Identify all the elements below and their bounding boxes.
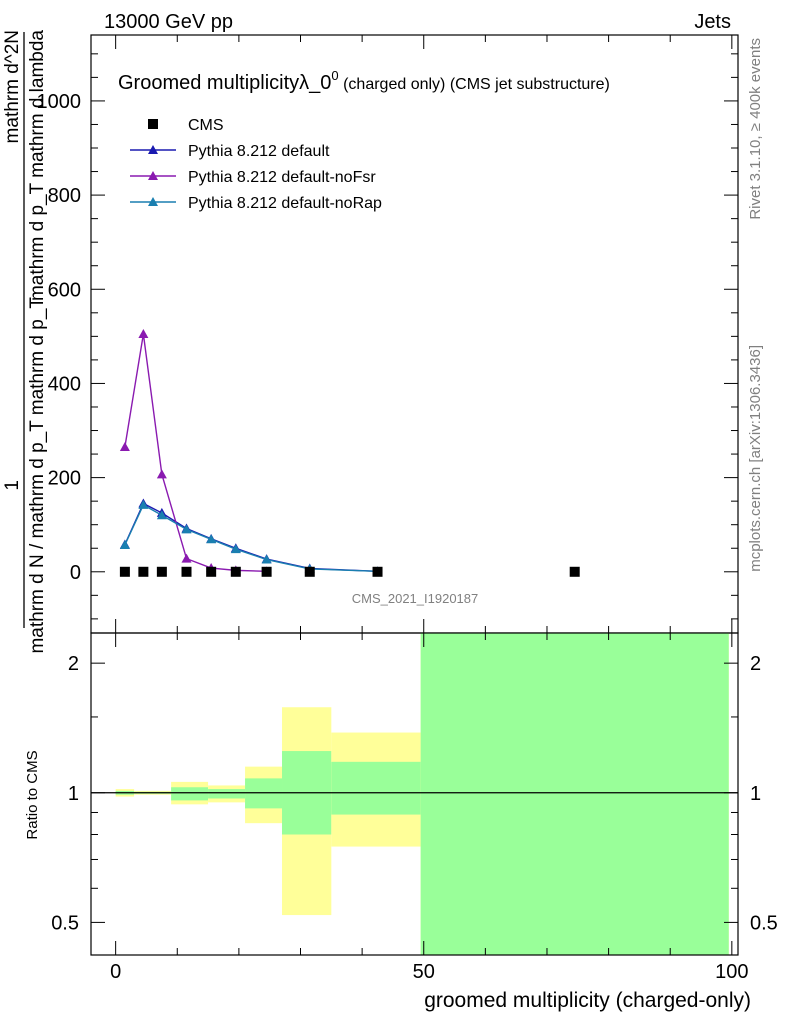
data-point-noRap (119, 539, 130, 549)
y-tick-label: 200 (48, 468, 81, 490)
ratio-y-tick-label-right: 1 (750, 783, 761, 805)
y-tick-label: 1000 (37, 91, 82, 113)
ratio-panel: 0.5 0.5 1 1 2 2 0 50 100 Ratio to CMS groomed mu… (24, 632, 778, 1012)
mcplots-label: mcplots.cern.ch [arXiv:1306.3436] (747, 345, 764, 572)
main-title-tail: (charged only) (CMS jet substructure) (339, 76, 610, 93)
data-point-noFsr (119, 442, 130, 452)
data-point-cms (206, 566, 217, 577)
main-panel: 0 200 400 600 800 1000 Groomed multiplicityλ_… (2, 30, 739, 654)
x-tick-label: 0 (110, 961, 121, 983)
ylabel-line-4: mathrm d N / mathrm d p_T mathrm d p_T (27, 297, 48, 654)
data-point-noRap (206, 534, 217, 544)
x-axis-label: groomed multiplicity (charged-only) (424, 989, 751, 1012)
series-default (119, 498, 383, 576)
ratio-y-tick-label: 0.5 (51, 912, 79, 934)
header-right-label: Jets (694, 11, 731, 33)
data-point-noRap (181, 524, 192, 534)
legend-label: Pythia 8.212 default-noRap (188, 195, 382, 212)
data-point-noRap (230, 544, 241, 554)
data-point-noRap (156, 510, 167, 520)
legend-marker (148, 197, 158, 206)
ratio-frame (90, 632, 739, 956)
ratio-ylabel: Ratio to CMS (24, 750, 41, 839)
series-noFsr (119, 329, 272, 576)
ylabel-line-2: mathrm d p_T mathrm d lambda (27, 30, 48, 301)
x-tick-label: 50 (413, 961, 435, 983)
ratio-mc-band (171, 787, 209, 801)
main-ylabel: mathrm d^2N mathrm d p_T mathrm d lambda… (2, 30, 48, 654)
data-point-cms (569, 566, 580, 577)
y-tick-label: 0 (70, 562, 81, 584)
main-title: Groomed multiplicityλ_00 (charged only) … (118, 68, 610, 94)
data-point-noFsr (181, 553, 192, 563)
series-line-noFsr (124, 333, 267, 573)
data-point-cms (138, 566, 149, 577)
data-point-noFsr (156, 469, 167, 479)
legend: CMS Pythia 8.212 default Pythia 8.212 defa… (130, 117, 382, 212)
y-tick-label: 400 (48, 373, 81, 395)
data-point-cms (230, 566, 241, 577)
header-left-label: 13000 GeV pp (104, 11, 233, 33)
data-point-cms (181, 566, 192, 577)
ylabel-line-1: mathrm d^2N (2, 30, 23, 143)
legend-marker (148, 145, 158, 154)
legend-item-noRap: Pythia 8.212 default-noRap (130, 195, 382, 212)
ratio-y-tick-label-right: 2 (750, 653, 761, 675)
series-cms (119, 566, 580, 577)
y-tick-label: 600 (48, 279, 81, 301)
ratio-mc-band (331, 761, 421, 815)
legend-item-default: Pythia 8.212 default (130, 143, 330, 160)
data-point-cms (261, 566, 272, 577)
ratio-y-tick-label-right: 0.5 (750, 912, 778, 934)
legend-label: CMS (188, 117, 224, 134)
legend-item-noFsr: Pythia 8.212 default-noFsr (130, 169, 376, 186)
main-title-superscript: 0 (331, 68, 338, 83)
legend-marker (148, 171, 158, 180)
data-point-cms (372, 566, 383, 577)
ratio-y-tick-label: 1 (68, 783, 79, 805)
rivet-label: Rivet 3.1.10, ≥ 400k events (747, 38, 764, 220)
legend-item-cms: CMS (148, 117, 224, 134)
data-point-cms (119, 566, 130, 577)
main-title-text: Groomed multiplicityλ_0 (118, 72, 331, 94)
ratio-y-tick-label: 2 (68, 653, 79, 675)
legend-label: Pythia 8.212 default (188, 143, 330, 160)
ratio-bands (115, 633, 729, 955)
data-point-cms (156, 566, 167, 577)
main-ticks: 0 200 400 600 800 1000 (37, 35, 738, 633)
ylabel-line-3: 1 (2, 480, 23, 491)
ratio-mc-band (420, 633, 729, 955)
ratio-ticks: 0.5 0.5 1 1 2 2 0 50 100 (51, 633, 778, 983)
x-tick-label: 100 (715, 961, 748, 983)
ratio-mc-band (208, 789, 246, 799)
legend-marker (148, 119, 158, 129)
data-point-noRap (261, 554, 272, 564)
legend-label: Pythia 8.212 default-noFsr (188, 169, 376, 186)
data-point-cms (304, 566, 315, 577)
data-point-noRap (138, 499, 149, 509)
main-series (119, 329, 580, 577)
ratio-mc-band (245, 778, 283, 809)
y-tick-label: 800 (48, 185, 81, 207)
watermark: CMS_2021_I1920187 (352, 591, 479, 606)
data-point-noFsr (138, 329, 149, 338)
